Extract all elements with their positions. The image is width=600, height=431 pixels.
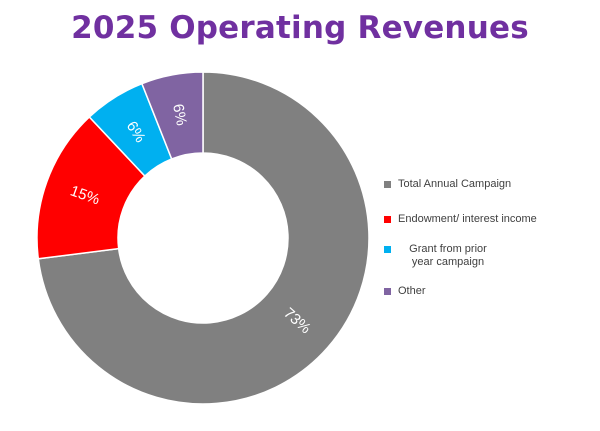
legend-label: Other [398, 285, 426, 297]
legend: Total Annual Campaign Endowment/ interes… [384, 178, 584, 298]
legend-item-other: Other [384, 285, 584, 298]
legend-label: Endowment/ interest income [398, 213, 537, 225]
slice-label-other: 6% [169, 102, 190, 126]
legend-swatch [384, 181, 391, 188]
legend-swatch [384, 288, 391, 295]
legend-item-grant-from-prior-year-campaign: Grant from prior year campaign [384, 243, 584, 269]
legend-item-endowment-interest-income: Endowment/ interest income [384, 213, 584, 226]
slice-other [140, 71, 204, 160]
legend-swatch [384, 216, 391, 223]
legend-label: Total Annual Campaign [398, 178, 512, 190]
legend-swatch [384, 246, 391, 253]
chart-title: 2025 Operating Revenues [71, 10, 529, 46]
donut-slices [36, 71, 370, 405]
legend-item-total-annual-campaign: Total Annual Campaign [384, 178, 584, 191]
legend-label: Grant from prior year campaign [409, 243, 487, 268]
slice-total-annual-campaign [37, 71, 370, 405]
